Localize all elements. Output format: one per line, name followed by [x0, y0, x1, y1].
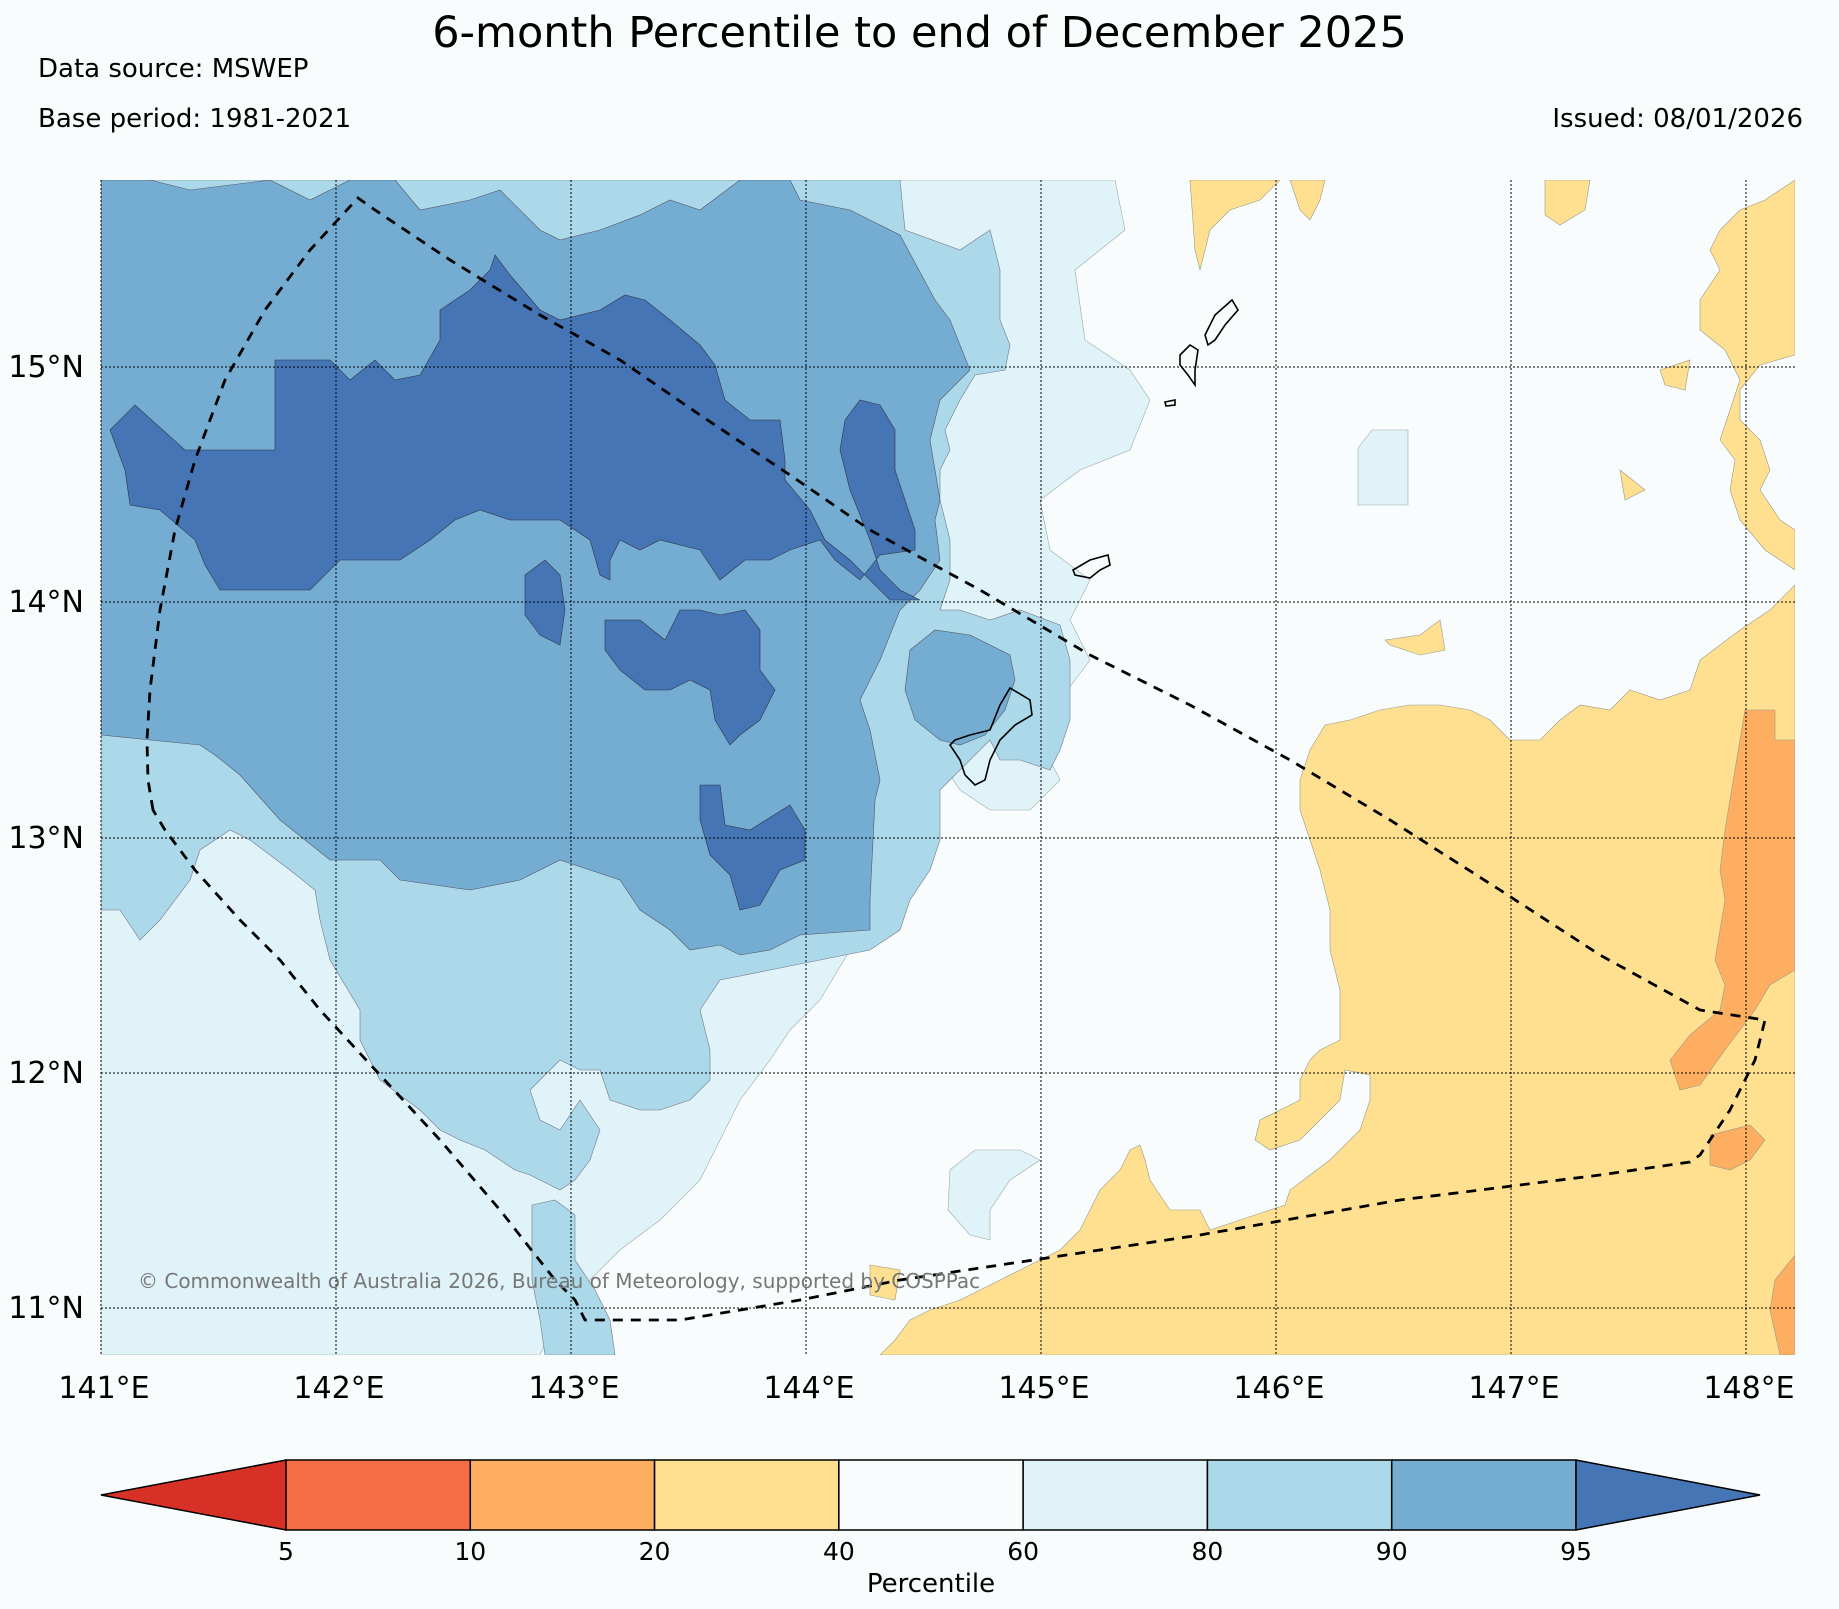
- colorbar-tick-80: 80: [1192, 1537, 1224, 1566]
- shade-20-40-ne3: [1544, 180, 1591, 226]
- shade-60-80-south: [947, 1149, 1041, 1241]
- lat-label-12: 12°N: [8, 1056, 84, 1091]
- shade-60-80-box: [1357, 429, 1409, 506]
- shade-10-20-east: [1669, 709, 1795, 1091]
- lon-label-143: 143°E: [528, 1371, 619, 1406]
- lat-label-13: 13°N: [8, 821, 84, 856]
- colorbar-segment-20-40: [653, 1459, 840, 1531]
- lon-label-142: 142°E: [293, 1371, 384, 1406]
- lon-label-147: 147°E: [1468, 1371, 1559, 1406]
- coastlines: [948, 298, 1239, 786]
- lat-label-11: 11°N: [8, 1291, 84, 1326]
- colorbar-tick-90: 90: [1376, 1537, 1408, 1566]
- issued-date-label: Issued: 08/01/2026: [1552, 104, 1803, 134]
- colorbar-tick-5: 5: [278, 1537, 294, 1566]
- base-period-label: Base period: 1981-2021: [38, 104, 352, 134]
- shade-95-plus-spot2: [604, 609, 776, 746]
- shade-80-90-south: [531, 1199, 616, 1355]
- colorbar-arrow-low: [100, 1459, 287, 1531]
- shade-95-plus: [109, 254, 921, 601]
- colorbar-segment-80-90: [1206, 1459, 1393, 1531]
- colorbar-tick-10: 10: [454, 1537, 486, 1566]
- lon-label-144: 144°E: [763, 1371, 854, 1406]
- lat-label-15: 15°N: [8, 350, 84, 385]
- shade-95-plus-spot3: [699, 784, 806, 911]
- lon-label-141: 141°E: [58, 1371, 149, 1406]
- colorbar-segment-40-60: [838, 1459, 1024, 1531]
- shade-20-40-ne2: [1289, 180, 1326, 221]
- colorbar: 5 10 20 40 60 80 90 95 Percentile: [100, 1459, 1761, 1599]
- colorbar-segment-10-20: [469, 1459, 656, 1531]
- colorbar-segment-60-80: [1022, 1459, 1209, 1531]
- colorbar-tick-40: 40: [823, 1537, 855, 1566]
- colorbar-segment-90-95: [1390, 1459, 1577, 1531]
- shade-20-40-east: [879, 584, 1795, 1355]
- shade-10-20-se2: [1769, 1254, 1795, 1355]
- lon-label-145: 145°E: [998, 1371, 1089, 1406]
- shade-10-20-se1: [1709, 1124, 1766, 1171]
- colorbar-arrow-high: [1575, 1459, 1761, 1531]
- shade-20-40-ne4: [1699, 180, 1795, 571]
- island-aguijan: [1164, 399, 1176, 407]
- shade-90-95-island: [904, 629, 1016, 746]
- island-guam: [948, 686, 1033, 786]
- shade-20-40-small1: [1384, 619, 1446, 656]
- lon-label-148: 148°E: [1703, 1371, 1794, 1406]
- colorbar-tick-20: 20: [639, 1537, 671, 1566]
- colorbar-title: Percentile: [867, 1569, 995, 1599]
- colorbar-tick-95: 95: [1560, 1537, 1592, 1566]
- map-area: [101, 180, 1795, 1355]
- shade-20-40-small3: [1619, 469, 1646, 501]
- lon-label-146: 146°E: [1233, 1371, 1324, 1406]
- colorbar-segment-5-10: [285, 1459, 472, 1531]
- island-saipan: [1204, 298, 1239, 347]
- data-source-label: Data source: MSWEP: [38, 54, 309, 84]
- latitude-axis: 15°N 14°N 13°N 12°N 11°N: [8, 350, 84, 1326]
- lat-label-14: 14°N: [8, 585, 84, 620]
- eez-boundary: [145, 196, 1767, 1322]
- island-rota: [1072, 553, 1111, 579]
- copyright-text: © Commonwealth of Australia 2026, Bureau…: [138, 1269, 980, 1293]
- map-title: 6-month Percentile to end of December 20…: [432, 8, 1407, 58]
- shade-20-40-ne1: [1189, 180, 1281, 271]
- colorbar-tick-60: 60: [1007, 1537, 1039, 1566]
- longitude-axis: 141°E 142°E 143°E 144°E 145°E 146°E 147°…: [58, 1371, 1794, 1406]
